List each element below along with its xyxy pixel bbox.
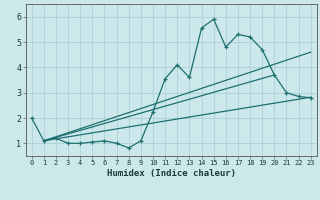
X-axis label: Humidex (Indice chaleur): Humidex (Indice chaleur) bbox=[107, 169, 236, 178]
